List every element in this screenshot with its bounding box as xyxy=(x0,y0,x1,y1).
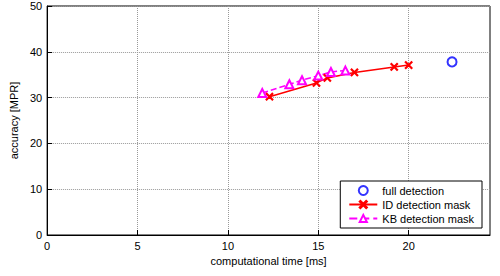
svg-text:50: 50 xyxy=(30,0,42,12)
svg-text:0: 0 xyxy=(44,240,50,252)
svg-text:computational time [ms]: computational time [ms] xyxy=(210,255,326,267)
svg-text:30: 30 xyxy=(30,92,42,104)
svg-text:5: 5 xyxy=(134,240,140,252)
svg-text:KB detection mask: KB detection mask xyxy=(382,213,474,225)
svg-text:ID detection mask: ID detection mask xyxy=(382,199,471,211)
svg-text:10: 10 xyxy=(30,183,42,195)
svg-text:20: 20 xyxy=(30,137,42,149)
svg-text:40: 40 xyxy=(30,46,42,58)
svg-text:0: 0 xyxy=(36,229,42,241)
svg-text:full detection: full detection xyxy=(382,185,444,197)
svg-text:20: 20 xyxy=(403,240,415,252)
svg-text:accuracy [MPR]: accuracy [MPR] xyxy=(8,82,20,160)
svg-text:10: 10 xyxy=(222,240,234,252)
svg-text:15: 15 xyxy=(312,240,324,252)
